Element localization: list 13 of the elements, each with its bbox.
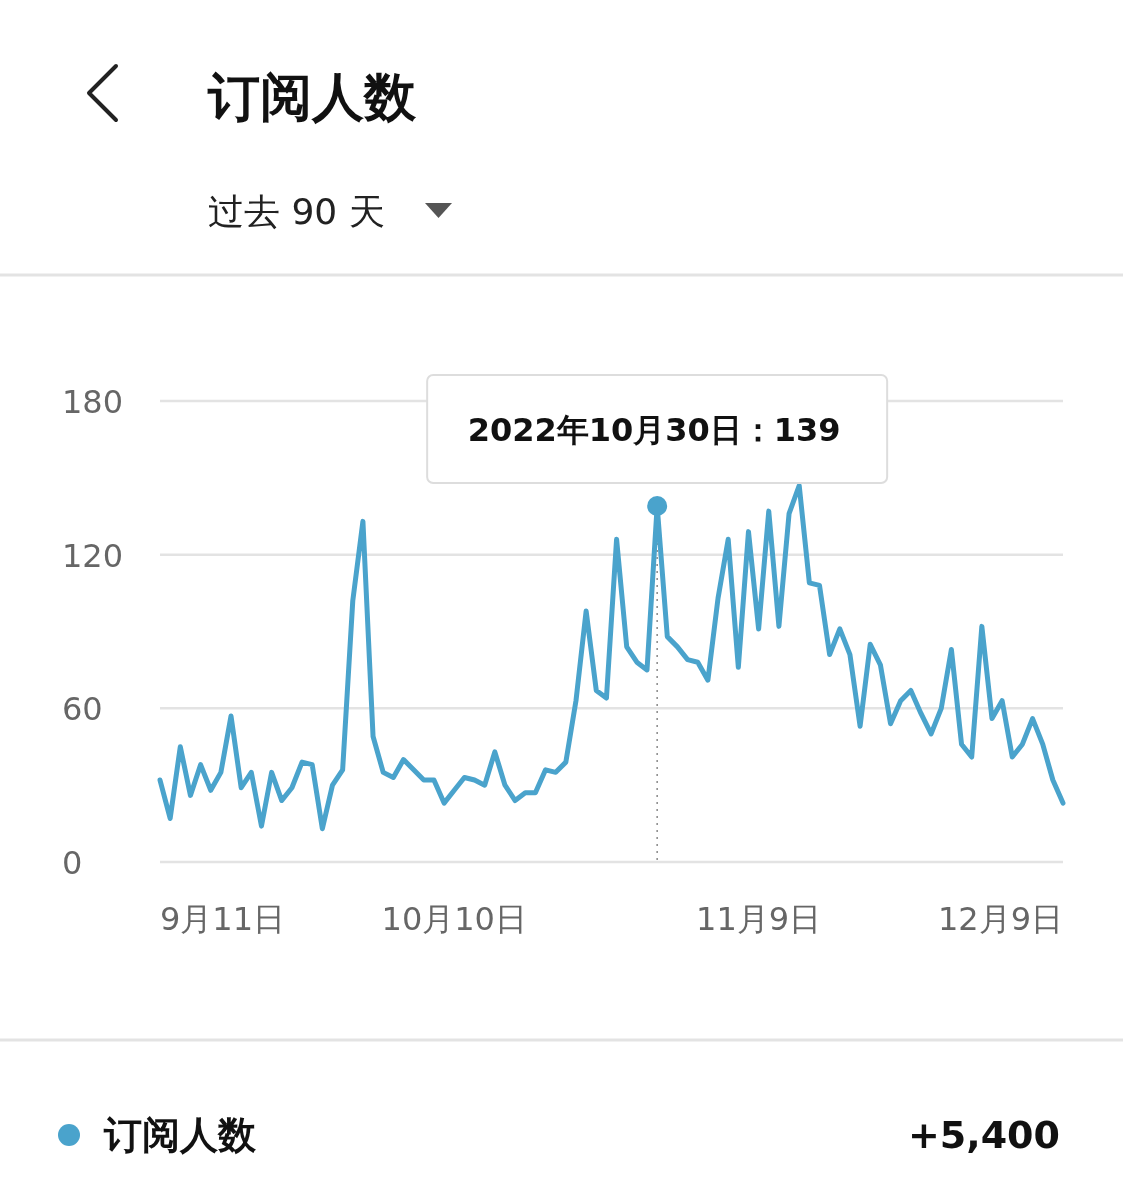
x-tick-label: 10月10日 — [381, 900, 527, 938]
y-tick-label: 0 — [62, 844, 83, 882]
y-tick-label: 180 — [62, 383, 124, 421]
chart-title: 订阅人数 — [207, 67, 417, 127]
y-tick-label: 120 — [62, 536, 124, 575]
x-tick-label: 11月9日 — [696, 900, 822, 938]
y-tick-label: 60 — [62, 690, 103, 729]
x-tick-label: 12月9日 — [937, 900, 1063, 938]
x-tick-label: 9月11日 — [160, 900, 286, 938]
text: +5,400 — [907, 1113, 1060, 1157]
annotation: 2022年10月30日：139 — [467, 411, 841, 449]
chart-subtitle: 过去 90 天 — [208, 191, 385, 232]
legend-label: 订阅人数 — [103, 1113, 257, 1157]
